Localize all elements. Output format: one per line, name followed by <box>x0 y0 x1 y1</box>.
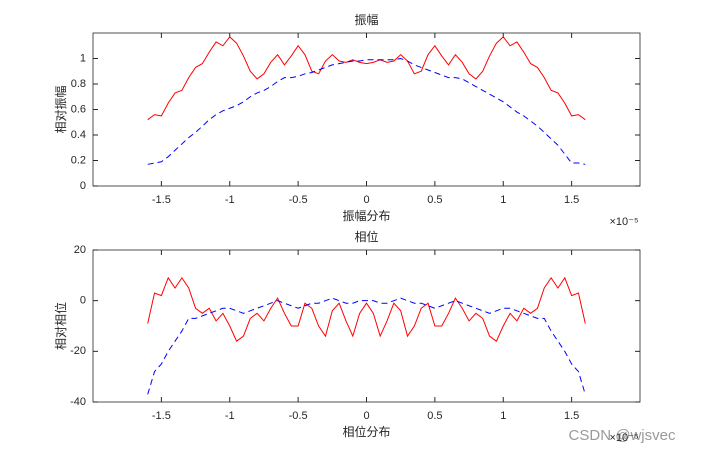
x-tick-label: -0.5 <box>289 410 308 422</box>
chart-title: 振幅 <box>354 12 378 27</box>
y-tick-label: 0.4 <box>71 129 86 141</box>
series-line <box>147 36 586 121</box>
x-tick-label: 1.5 <box>564 194 579 206</box>
series-line <box>147 297 586 395</box>
x-axis-label: 振幅分布 <box>342 208 390 223</box>
y-tick-label: 0.6 <box>71 103 86 115</box>
y-axis-label: 相对相位 <box>53 302 68 350</box>
x-tick-label: 1 <box>500 194 506 206</box>
y-tick-label: 20 <box>74 244 86 256</box>
y-tick-label: -20 <box>70 345 86 357</box>
watermark: CSDN @wjsvec <box>569 427 676 444</box>
x-tick-label: 0.5 <box>427 194 442 206</box>
y-tick-label: 0 <box>80 295 86 307</box>
y-tick-label: -40 <box>70 396 86 408</box>
y-tick-label: 1 <box>80 52 86 64</box>
x-tick-label: -0.5 <box>289 194 308 206</box>
x-tick-label: 1 <box>500 410 506 422</box>
x-multiplier: ×10⁻⁵ <box>609 216 638 228</box>
chart-title: 相位 <box>354 229 378 244</box>
y-axis-label: 相对振幅 <box>53 85 68 133</box>
y-tick-label: 0.2 <box>71 154 86 166</box>
x-tick-label: 0 <box>363 194 369 206</box>
x-tick-label: 0 <box>363 410 369 422</box>
x-axis-label: 相位分布 <box>342 424 390 439</box>
x-tick-label: -1 <box>225 194 235 206</box>
series-line <box>147 276 586 342</box>
y-tick-label: 0.8 <box>71 78 86 90</box>
x-tick-label: 0.5 <box>427 410 442 422</box>
x-tick-label: -1 <box>225 410 235 422</box>
series-line <box>147 57 586 165</box>
x-tick-label: -1.5 <box>152 194 171 206</box>
x-tick-label: -1.5 <box>152 410 171 422</box>
y-tick-label: 0 <box>80 180 86 192</box>
x-tick-label: 1.5 <box>564 410 579 422</box>
x-multiplier: ×10⁻⁵ <box>609 432 638 444</box>
